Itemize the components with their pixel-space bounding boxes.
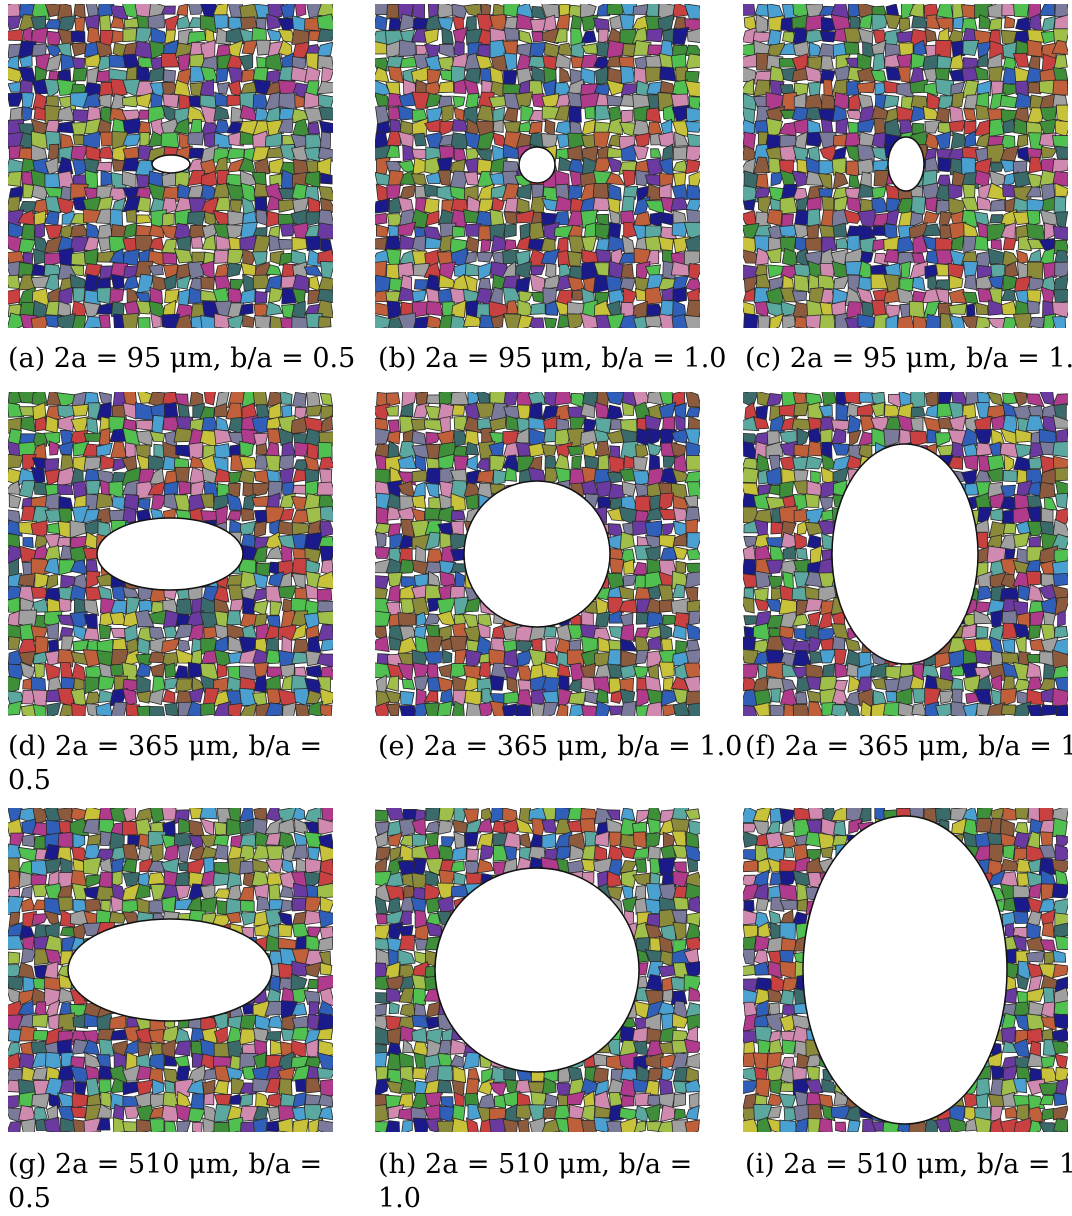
- elliptical-hole: [67, 918, 273, 1022]
- caption-g-text: (g) 2a = 510 μm, b/a =: [8, 1149, 323, 1180]
- panel-h: [375, 808, 700, 1132]
- grain-texture: [375, 4, 700, 328]
- microstructure-image-c: [743, 4, 1068, 328]
- elliptical-hole: [831, 443, 979, 665]
- caption-h: (h) 2a = 510 μm, b/a = 1.0: [378, 1148, 692, 1216]
- panel-e: [375, 392, 700, 716]
- panel-f: [743, 392, 1068, 716]
- microstructure-image-i: [743, 808, 1068, 1132]
- microstructure-image-g: [8, 808, 333, 1132]
- panel-a: [8, 4, 333, 328]
- caption-h-text: (h) 2a = 510 μm, b/a =: [378, 1149, 693, 1180]
- caption-c: (c) 2a = 95 μm, b/a = 1.5: [745, 342, 1072, 376]
- caption-e-text: (e) 2a = 365 μm, b/a = 1.0: [378, 731, 743, 762]
- panel-c: [743, 4, 1068, 328]
- caption-d-text-line2: 0.5: [8, 765, 51, 796]
- caption-a: (a) 2a = 95 μm, b/a = 0.5: [8, 342, 355, 376]
- grain-texture: [375, 392, 700, 716]
- caption-a-text: (a) 2a = 95 μm, b/a = 0.5: [8, 343, 356, 374]
- caption-g: (g) 2a = 510 μm, b/a = 0.5: [8, 1148, 322, 1216]
- caption-d-text: (d) 2a = 365 μm, b/a =: [8, 731, 323, 762]
- panel-b: [375, 4, 700, 328]
- caption-b-text: (b) 2a = 95 μm, b/a = 1.0: [378, 343, 727, 374]
- caption-d: (d) 2a = 365 μm, b/a = 0.5: [8, 730, 322, 798]
- elliptical-hole: [96, 517, 244, 591]
- caption-c-text: (c) 2a = 95 μm, b/a = 1.5: [745, 343, 1072, 374]
- elliptical-hole: [802, 815, 1008, 1125]
- grain-texture: [743, 4, 1068, 328]
- microstructure-image-b: [375, 4, 700, 328]
- caption-b: (b) 2a = 95 μm, b/a = 1.0: [378, 342, 726, 376]
- elliptical-hole: [151, 154, 191, 174]
- microstructure-image-a: [8, 4, 333, 328]
- caption-f: (f) 2a = 365 μm, b/a = 1.5: [745, 730, 1072, 764]
- microstructure-image-d: [8, 392, 333, 716]
- elliptical-hole: [434, 867, 640, 1073]
- panel-i: [743, 808, 1068, 1132]
- caption-f-text: (f) 2a = 365 μm, b/a = 1.5: [745, 731, 1072, 762]
- caption-g-text-line2: 0.5: [8, 1183, 51, 1214]
- panel-d: [8, 392, 333, 716]
- caption-e: (e) 2a = 365 μm, b/a = 1.0: [378, 730, 742, 764]
- grain-texture: [8, 4, 333, 328]
- caption-i-text: (i) 2a = 510 μm, b/a = 1.5: [745, 1149, 1072, 1180]
- microstructure-image-h: [375, 808, 700, 1132]
- elliptical-hole: [887, 136, 925, 192]
- microstructure-image-f: [743, 392, 1068, 716]
- elliptical-hole: [463, 480, 611, 628]
- elliptical-hole: [518, 146, 556, 184]
- caption-i: (i) 2a = 510 μm, b/a = 1.5: [745, 1148, 1072, 1182]
- microstructure-image-e: [375, 392, 700, 716]
- caption-h-text-line2: 1.0: [378, 1183, 421, 1214]
- panel-g: [8, 808, 333, 1132]
